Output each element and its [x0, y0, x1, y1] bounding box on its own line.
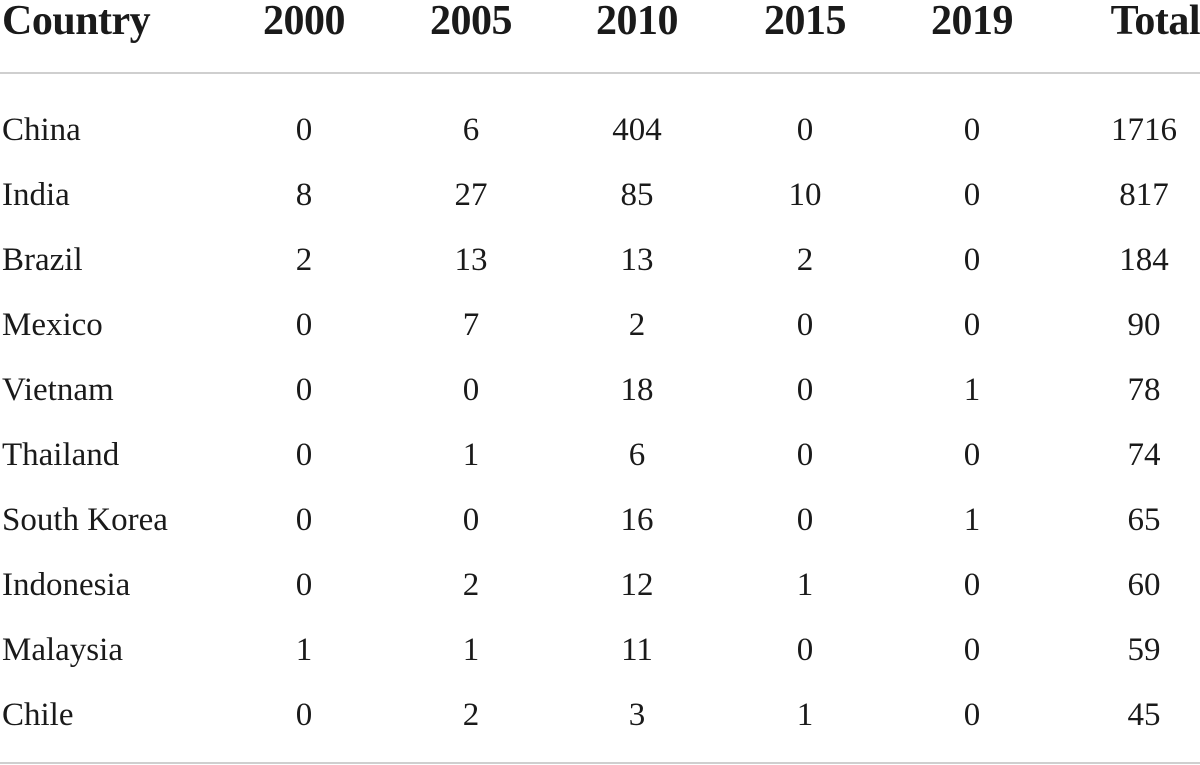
- cell-2010: 13: [620, 242, 654, 278]
- cell-2010: 6: [628, 437, 646, 473]
- cell-2000: 1: [295, 632, 313, 668]
- cell-total: 78: [1127, 372, 1161, 408]
- table-bottom-divider: [0, 762, 1200, 764]
- cell-2019: 0: [963, 307, 981, 343]
- cell-2005: 2: [462, 697, 480, 733]
- cell-2015: 2: [796, 242, 814, 278]
- cell-2000: 0: [295, 567, 313, 603]
- cell-2000: 8: [295, 177, 313, 213]
- header-2010: 2010: [596, 0, 679, 44]
- cell-2015: 0: [796, 112, 814, 148]
- table-row: China 0 6 404 0 0 1716: [0, 104, 1200, 169]
- cell-2010: 2: [628, 307, 646, 343]
- cell-2010: 18: [620, 372, 654, 408]
- header-2015: 2015: [764, 0, 847, 44]
- cell-2000: 0: [295, 372, 313, 408]
- cell-country: South Korea: [2, 502, 168, 538]
- table-header-row: Country 2000 2005 2010 2015 2019 Total: [0, 0, 1200, 56]
- table-row: Thailand 0 1 6 0 0 74: [0, 429, 1200, 494]
- cell-total: 59: [1127, 632, 1161, 668]
- cell-country: China: [2, 112, 81, 148]
- cell-country: India: [2, 177, 70, 213]
- cell-2019: 1: [963, 372, 981, 408]
- header-divider: [0, 72, 1200, 74]
- cell-2005: 13: [454, 242, 488, 278]
- cell-2005: 27: [454, 177, 488, 213]
- table-row: Indonesia 0 2 12 1 0 60: [0, 559, 1200, 624]
- cell-total: 1716: [1111, 112, 1177, 148]
- cell-2010: 85: [620, 177, 654, 213]
- cell-2000: 0: [295, 112, 313, 148]
- cell-2019: 0: [963, 437, 981, 473]
- cell-total: 45: [1127, 697, 1161, 733]
- header-country: Country: [2, 0, 151, 44]
- table-row: Vietnam 0 0 18 0 1 78: [0, 364, 1200, 429]
- cell-2000: 0: [295, 502, 313, 538]
- cell-2015: 0: [796, 502, 814, 538]
- table-body: China 0 6 404 0 0 1716 India 8 27 85 10 0 817 Brazil 2 1…: [0, 104, 1200, 754]
- cell-2000: 0: [295, 697, 313, 733]
- cell-total: 90: [1127, 307, 1161, 343]
- cell-2000: 2: [295, 242, 313, 278]
- cell-2015: 0: [796, 372, 814, 408]
- cell-2005: 0: [462, 372, 480, 408]
- cell-country: Brazil: [2, 242, 83, 278]
- cell-total: 184: [1119, 242, 1169, 278]
- cell-2019: 0: [963, 112, 981, 148]
- table-row: Mexico 0 7 2 0 0 90: [0, 299, 1200, 364]
- cell-2005: 2: [462, 567, 480, 603]
- cell-country: Thailand: [2, 437, 120, 473]
- cell-2005: 7: [462, 307, 480, 343]
- cell-2015: 0: [796, 437, 814, 473]
- cell-total: 65: [1127, 502, 1161, 538]
- cell-country: Indonesia: [2, 567, 131, 603]
- cell-total: 817: [1119, 177, 1169, 213]
- cell-2015: 0: [796, 632, 814, 668]
- cell-2019: 0: [963, 567, 981, 603]
- cell-2019: 0: [963, 632, 981, 668]
- header-total: Total: [1110, 0, 1200, 44]
- header-2000: 2000: [263, 0, 346, 44]
- cell-2015: 0: [796, 307, 814, 343]
- cell-2010: 3: [628, 697, 646, 733]
- cell-2000: 0: [295, 307, 313, 343]
- cell-country: Chile: [2, 697, 74, 733]
- cell-2005: 1: [462, 437, 480, 473]
- cell-country: Vietnam: [2, 372, 114, 408]
- table-row: South Korea 0 0 16 0 1 65: [0, 494, 1200, 559]
- cell-country: Malaysia: [2, 632, 123, 668]
- cell-2005: 6: [462, 112, 480, 148]
- table-row: Brazil 2 13 13 2 0 184: [0, 234, 1200, 299]
- cell-2019: 0: [963, 242, 981, 278]
- header-2019: 2019: [931, 0, 1014, 44]
- cell-2019: 0: [963, 697, 981, 733]
- header-2005: 2005: [430, 0, 513, 44]
- cell-2010: 12: [620, 567, 654, 603]
- table-row: Malaysia 1 1 11 0 0 59: [0, 624, 1200, 689]
- cell-2005: 0: [462, 502, 480, 538]
- table-row: India 8 27 85 10 0 817: [0, 169, 1200, 234]
- cell-2019: 1: [963, 502, 981, 538]
- cell-2010: 16: [620, 502, 654, 538]
- cell-total: 60: [1127, 567, 1161, 603]
- cell-2015: 1: [796, 697, 814, 733]
- cell-country: Mexico: [2, 307, 103, 343]
- cell-2019: 0: [963, 177, 981, 213]
- cell-2015: 10: [788, 177, 822, 213]
- table-row: Chile 0 2 3 1 0 45: [0, 689, 1200, 754]
- cell-2010: 404: [612, 112, 662, 148]
- cell-2015: 1: [796, 567, 814, 603]
- cell-total: 74: [1127, 437, 1161, 473]
- cell-2010: 11: [621, 632, 653, 668]
- cell-2005: 1: [462, 632, 480, 668]
- cell-2000: 0: [295, 437, 313, 473]
